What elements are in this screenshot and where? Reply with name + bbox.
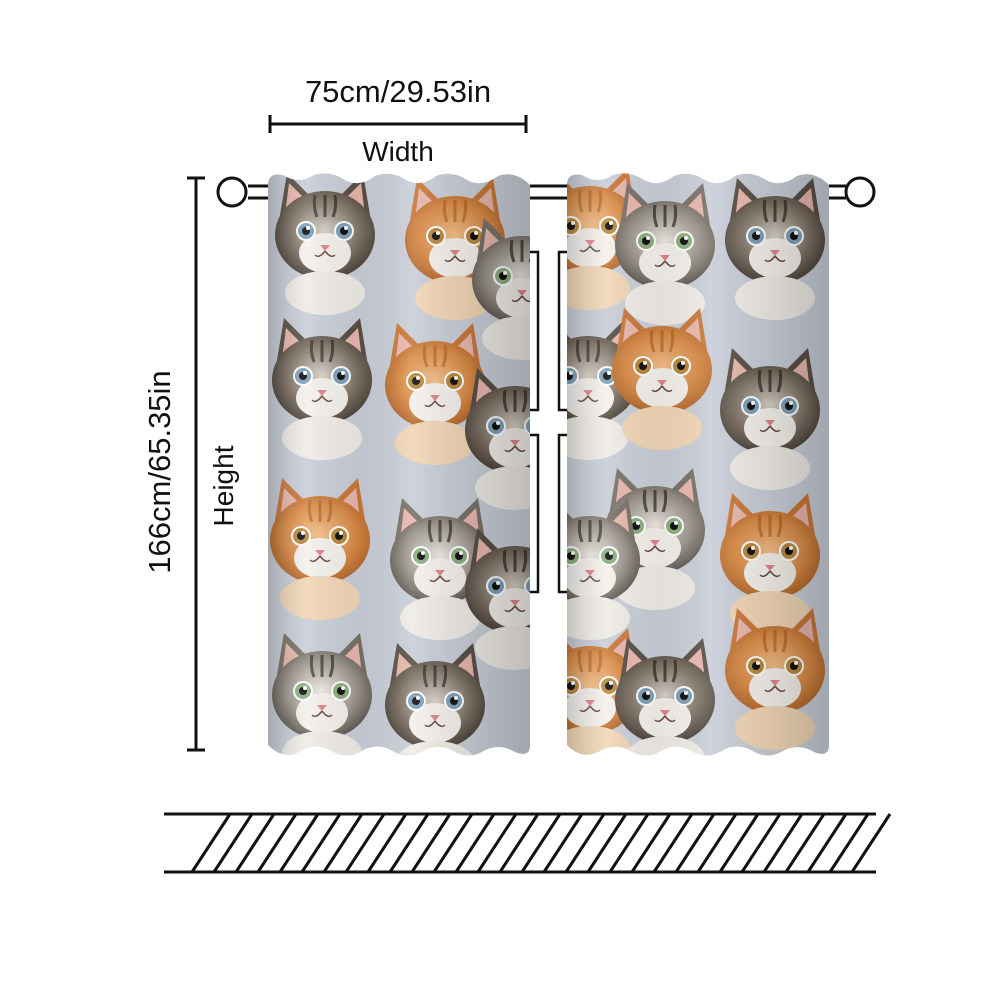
curtain-panel-right bbox=[567, 173, 829, 756]
height-value-label: 166cm/65.35in bbox=[142, 370, 177, 574]
curtain-rod-ring-icon bbox=[844, 176, 876, 208]
width-label: Width bbox=[362, 136, 434, 167]
curtain-panel-left bbox=[268, 173, 530, 756]
width-value-label: 75cm/29.53in bbox=[304, 74, 492, 109]
curtain-rod-ring-icon bbox=[216, 176, 248, 208]
width-dimension-line bbox=[268, 115, 528, 133]
height-label: Height bbox=[208, 445, 239, 527]
fabric-fold-shading bbox=[268, 173, 530, 756]
height-dimension-line bbox=[187, 176, 205, 752]
fabric-fold-shading bbox=[567, 173, 829, 756]
curtain-rod bbox=[216, 176, 876, 208]
panel-brackets bbox=[530, 250, 567, 594]
floor-hatch-icon bbox=[164, 812, 892, 874]
